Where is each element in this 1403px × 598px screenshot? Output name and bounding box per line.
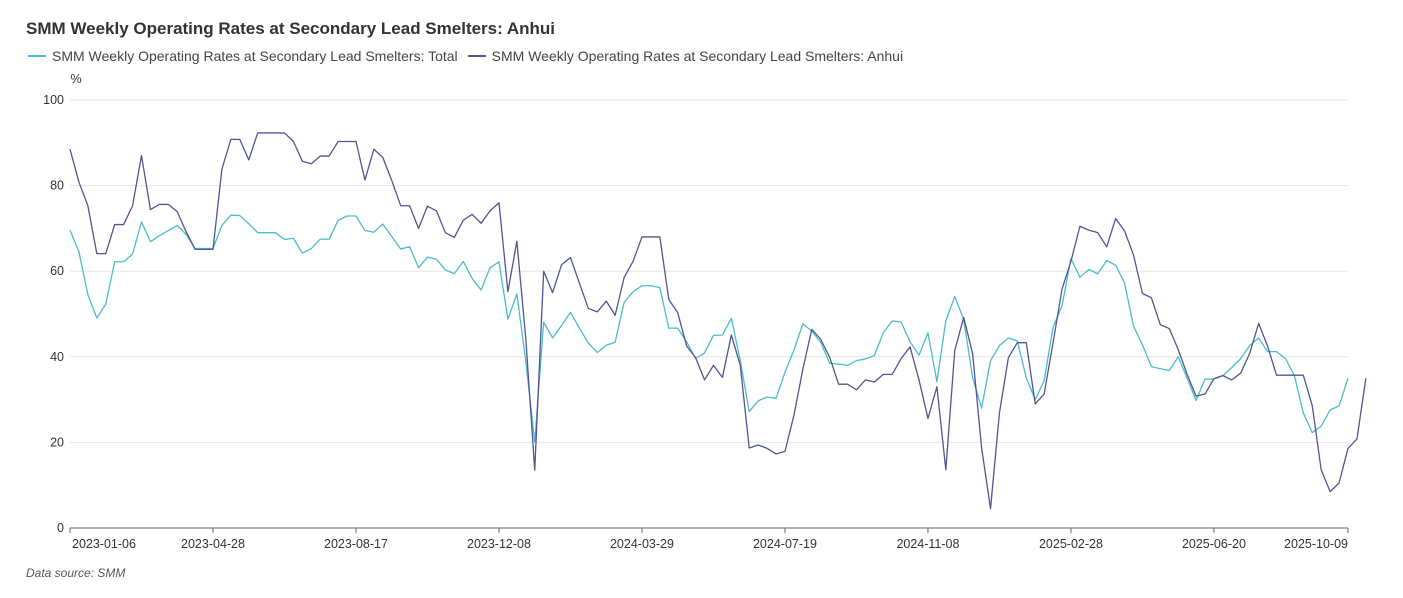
legend-swatch-anhui <box>467 55 486 57</box>
series-line-total[interactable] <box>69 214 1349 443</box>
x-tick-label: 2023-08-17 <box>324 537 388 551</box>
x-tick-label: 2023-12-08 <box>467 537 531 551</box>
y-tick-label: 80 <box>50 179 64 193</box>
data-source: Data source: SMM <box>26 566 126 580</box>
x-tick-label: 2023-04-28 <box>181 537 245 551</box>
y-tick-label: 20 <box>50 435 64 449</box>
y-tick-label: 60 <box>50 264 64 278</box>
series-line-anhui[interactable] <box>69 132 1367 510</box>
legend-item-anhui[interactable]: SMM Weekly Operating Rates at Secondary … <box>467 48 904 64</box>
legend: SMM Weekly Operating Rates at Secondary … <box>28 48 913 64</box>
legend-item-total[interactable]: SMM Weekly Operating Rates at Secondary … <box>28 48 458 64</box>
x-tick-label: 2024-03-29 <box>610 537 674 551</box>
y-tick-label: 0 <box>57 521 64 535</box>
x-tick-label: 2025-02-28 <box>1039 537 1103 551</box>
legend-swatch-total <box>28 55 46 57</box>
y-axis-unit: % <box>70 72 81 86</box>
x-tick-label: 2025-06-20 <box>1182 537 1246 551</box>
legend-label-anhui: SMM Weekly Operating Rates at Secondary … <box>491 48 904 64</box>
y-tick-label: 100 <box>43 93 64 107</box>
x-tick-label: 2025-10-09 <box>1284 537 1348 551</box>
x-tick-label: 2024-11-08 <box>896 537 959 551</box>
x-tick-label: 2023-01-06 <box>72 537 136 551</box>
x-tick-label: 2024-07-19 <box>753 537 817 551</box>
y-tick-label: 40 <box>50 350 64 364</box>
chart-title: SMM Weekly Operating Rates at Secondary … <box>26 19 556 38</box>
legend-label-total: SMM Weekly Operating Rates at Secondary … <box>52 48 458 64</box>
